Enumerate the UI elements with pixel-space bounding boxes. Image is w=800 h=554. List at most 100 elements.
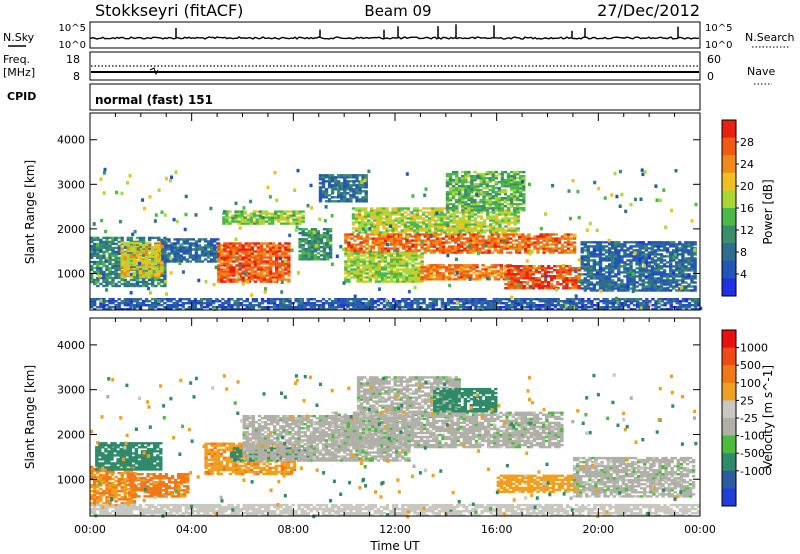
range-gate-cell	[105, 272, 109, 276]
range-gate-cell	[476, 211, 481, 214]
range-gate-cell	[187, 306, 191, 309]
range-gate-cell	[653, 269, 658, 272]
range-gate-cell	[185, 258, 189, 261]
range-gate-cell	[383, 278, 388, 281]
range-gate-cell	[108, 260, 112, 264]
range-gate-cell	[690, 257, 694, 260]
range-gate-cell	[522, 209, 526, 212]
range-gate-cell	[497, 207, 502, 210]
range-gate-cell	[319, 250, 324, 253]
range-gate-cell	[361, 186, 365, 189]
range-gate-cell	[347, 258, 351, 261]
range-gate-cell	[507, 269, 511, 272]
range-gate-cell	[185, 242, 189, 245]
range-gate-cell	[553, 287, 557, 290]
range-gate-cell	[409, 229, 414, 232]
range-gate-cell	[425, 225, 429, 228]
range-gate-cell	[448, 181, 453, 184]
range-gate-cell	[244, 252, 248, 255]
range-gate-cell	[250, 256, 254, 259]
range-gate-cell	[163, 268, 167, 272]
range-gate-cell	[510, 273, 514, 276]
range-gate-cell	[435, 233, 440, 236]
range-gate-cell	[641, 255, 645, 258]
range-gate-cell	[252, 220, 257, 223]
range-gate-cell	[470, 219, 475, 222]
range-gate-cell	[399, 268, 403, 271]
range-gate-cell	[516, 187, 520, 190]
range-gate-cell	[632, 257, 636, 260]
range-gate-cell	[138, 247, 143, 251]
range-gate-cell	[351, 217, 356, 220]
range-gate-cell	[170, 248, 174, 251]
range-gate-cell	[138, 298, 143, 301]
range-gate-cell	[362, 266, 366, 269]
range-gate-cell	[93, 298, 97, 301]
range-gate-cell	[481, 274, 485, 277]
range-gate-cell	[432, 251, 436, 254]
range-gate-cell	[389, 260, 394, 263]
range-gate-cell	[383, 233, 388, 236]
range-gate-cell	[455, 181, 459, 184]
range-gate-cell	[447, 237, 452, 240]
range-gate-cell	[402, 274, 406, 277]
range-gate-cell	[205, 298, 210, 301]
range-gate-cell	[629, 253, 633, 256]
range-gate-cell	[220, 274, 224, 277]
range-gate-cell	[565, 283, 569, 286]
range-gate-cell	[383, 264, 388, 267]
range-gate-cell	[400, 217, 404, 220]
range-gate-cell	[248, 308, 252, 311]
range-gate-cell	[102, 274, 106, 278]
range-gate-cell	[272, 264, 276, 267]
range-gate-cell	[206, 242, 211, 245]
range-gate-cell	[623, 255, 627, 258]
range-gate-cell	[141, 240, 146, 244]
range-gate-cell	[632, 255, 636, 258]
range-gate-cell	[281, 262, 285, 265]
range-gate-cell	[611, 243, 615, 246]
range-gate-cell	[497, 181, 502, 184]
range-gate-cell	[485, 203, 489, 206]
range-gate-cell	[353, 272, 357, 275]
range-gate-cell	[463, 243, 467, 246]
range-gate-cell	[117, 262, 121, 266]
range-gate-cell	[476, 209, 480, 212]
range-gate-cell	[328, 240, 333, 243]
range-gate-cell	[580, 241, 584, 244]
range-gate-cell	[464, 170, 468, 174]
range-gate-cell	[493, 241, 497, 244]
range-gate-cell	[672, 243, 676, 246]
range-gate-cell	[105, 308, 109, 311]
range-gate-cell	[166, 298, 170, 301]
range-gate-cell	[310, 252, 314, 255]
range-gate-cell	[154, 271, 158, 275]
range-gate-cell	[500, 177, 505, 180]
range-gate-cell	[537, 279, 542, 282]
range-gate-cell	[217, 242, 221, 245]
range-gate-cell	[233, 302, 237, 305]
range-gate-cell	[108, 248, 112, 252]
range-gate-cell	[230, 306, 234, 309]
range-gate-cell	[194, 260, 199, 263]
range-gate-cell	[432, 243, 436, 246]
range-gate-cell	[595, 281, 600, 284]
range-gate-cell	[589, 269, 594, 272]
range-gate-cell	[350, 249, 354, 252]
range-gate-cell	[472, 241, 476, 244]
range-gate-cell	[521, 233, 525, 236]
range-gate-cell	[420, 278, 424, 281]
range-gate-cell	[409, 221, 414, 224]
range-gate-cell	[359, 272, 363, 275]
range-gate-cell	[304, 228, 308, 231]
range-gate-cell	[206, 240, 211, 243]
range-gate-cell	[527, 247, 531, 250]
range-gate-cell	[138, 255, 143, 259]
range-gate-cell	[334, 196, 338, 199]
range-gate-cell	[357, 217, 362, 220]
range-gate-cell	[379, 211, 383, 214]
range-gate-cell	[307, 252, 311, 255]
range-gate-cell	[659, 287, 664, 290]
range-gate-cell	[316, 234, 321, 237]
range-gate-cell	[135, 276, 140, 280]
